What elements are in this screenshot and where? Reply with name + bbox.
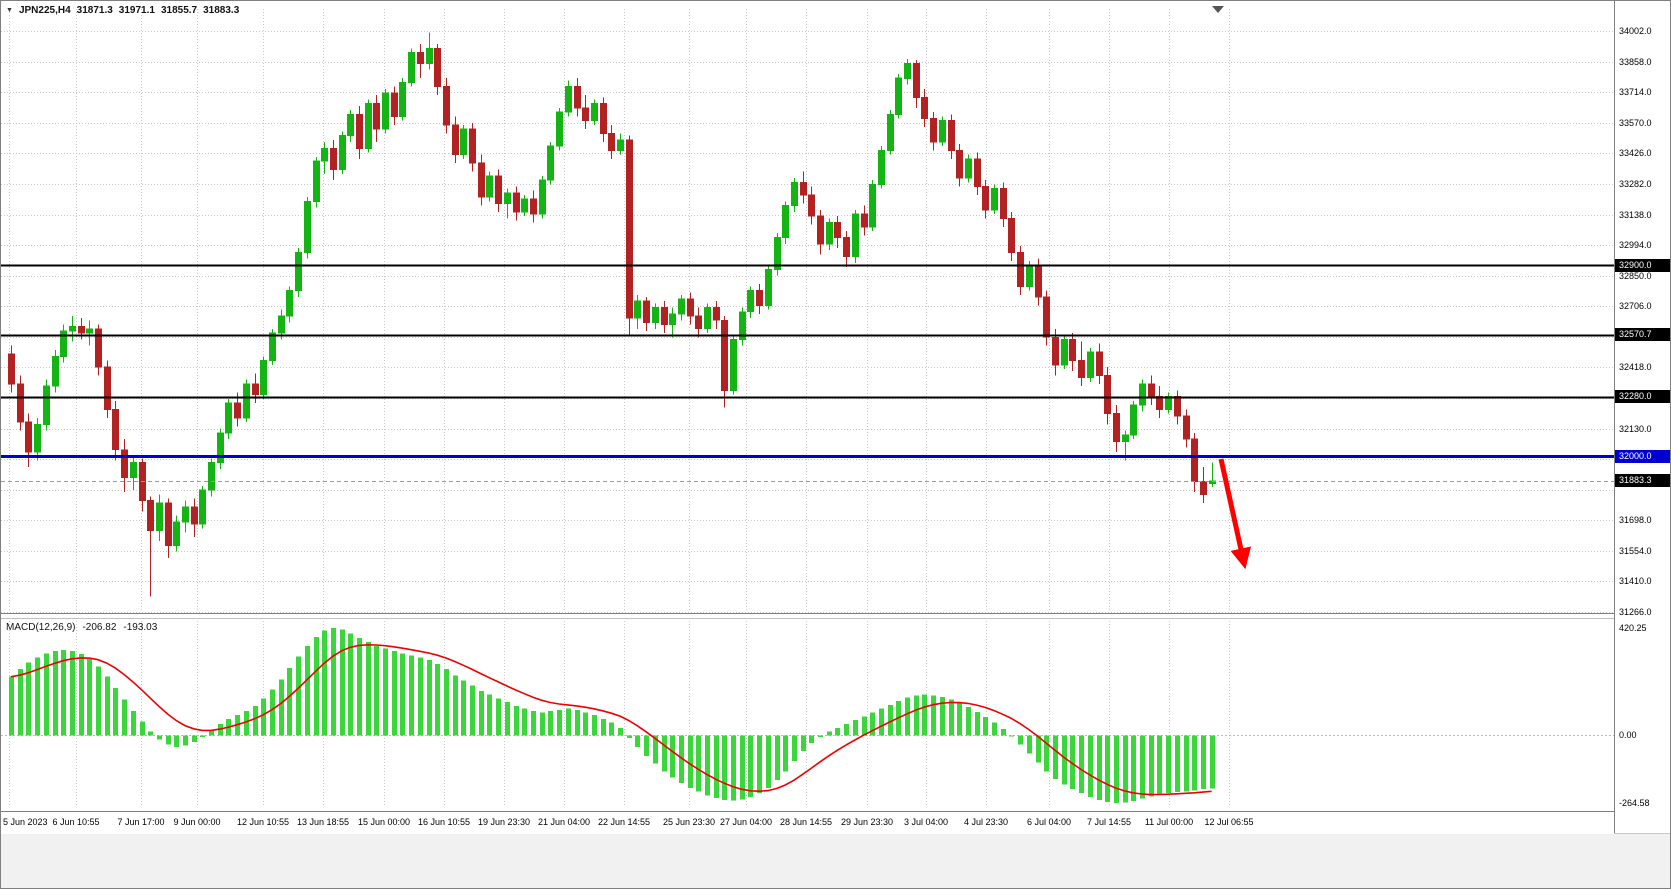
time-axis-label: 19 Jun 23:30 — [477, 817, 531, 827]
chart-shift-marker-icon[interactable] — [1212, 6, 1224, 13]
price-axis: 34002.0 33858.0 33714.0 33570.0 33426.0 33282… — [1615, 1, 1670, 833]
ohlc-low: 31855.7 — [160, 5, 198, 16]
pane-separator[interactable] — [1, 613, 1614, 619]
ohlc-close: 31883.3 — [203, 5, 240, 16]
price-axis-label: 32850.0 — [1619, 270, 1652, 281]
time-axis-label: 6 Jun 10:55 — [52, 817, 100, 827]
price-and-macd-chart-canvas[interactable] — [1, 1, 1614, 811]
time-axis-label: 28 Jun 14:55 — [779, 817, 833, 827]
macd-main-value: -206.82 — [82, 622, 117, 633]
time-axis-label: 11 Jul 00:00 — [1144, 817, 1194, 827]
support-resistance-lines[interactable] — [1, 264, 1614, 482]
price-axis-label: 32130.0 — [1619, 423, 1652, 434]
macd-histogram — [9, 628, 1215, 804]
price-axis-divider — [1614, 1, 1615, 833]
price-level-badge: 32000.0 — [1615, 450, 1670, 463]
symbol-ohlc-label: ▼ JPN225,H4 31871.3 31971.1 31855.7 3188… — [6, 5, 239, 16]
macd-indicator-label: MACD(12,26,9) -206.82 -193.03 — [6, 622, 157, 633]
candles — [8, 32, 1216, 597]
macd-signal-line — [10, 643, 1212, 796]
macd-signal-value: -193.03 — [123, 622, 158, 633]
time-axis-label: 4 Jul 23:30 — [963, 817, 1009, 827]
price-axis-label: 33570.0 — [1619, 117, 1652, 128]
price-level-badge: 32280.0 — [1615, 390, 1670, 403]
price-axis-label: 31554.0 — [1619, 545, 1652, 556]
time-axis-label: 3 Jul 04:00 — [903, 817, 949, 827]
price-level-badge: 31883.3 — [1615, 474, 1670, 487]
price-level-badge: 32900.0 — [1615, 259, 1670, 272]
symbol-name: JPN225,H4 — [18, 5, 71, 16]
price-axis-label: 31266.0 — [1619, 607, 1652, 617]
time-axis-label: 16 Jun 10:55 — [417, 817, 471, 827]
time-axis: 5 Jun 2023 6 Jun 10:55 7 Jun 17:00 9 Jun 00… — [1, 811, 1614, 834]
price-axis-label: 34002.0 — [1619, 26, 1652, 37]
macd-axis-label: 420.25 — [1619, 623, 1647, 634]
macd-axis-label: 0.00 — [1619, 730, 1637, 741]
price-axis-label: 32418.0 — [1619, 362, 1652, 373]
price-axis-label: 33426.0 — [1619, 148, 1652, 159]
grid-lines — [1, 9, 1614, 807]
price-axis-label: 31410.0 — [1619, 576, 1652, 587]
ohlc-high: 31971.1 — [118, 5, 155, 16]
price-axis-label: 32706.0 — [1619, 301, 1652, 312]
price-level-badge: 32570.7 — [1615, 328, 1670, 341]
bottom-strip — [1, 833, 1670, 888]
time-axis-label: 7 Jun 17:00 — [117, 817, 165, 827]
time-axis-label: 12 Jun 10:55 — [236, 817, 290, 827]
time-axis-label: 6 Jul 04:00 — [1026, 817, 1072, 827]
time-axis-label: 9 Jun 00:00 — [173, 817, 221, 827]
time-axis-label: 15 Jun 00:00 — [357, 817, 411, 827]
time-axis-label: 5 Jun 2023 — [3, 817, 48, 827]
time-axis-label: 27 Jun 04:00 — [719, 817, 773, 827]
dropdown-triangle-icon[interactable]: ▼ — [6, 7, 13, 14]
time-axis-label: 13 Jun 18:55 — [296, 817, 350, 827]
time-axis-label: 12 Jul 06:55 — [1204, 817, 1254, 827]
price-axis-label: 33282.0 — [1619, 178, 1652, 189]
price-axis-label: 33858.0 — [1619, 56, 1652, 67]
time-axis-label: 21 Jun 04:00 — [537, 817, 591, 827]
price-axis-label: 33138.0 — [1619, 209, 1652, 220]
time-axis-label: 7 Jul 14:55 — [1086, 817, 1132, 827]
macd-name: MACD(12,26,9) — [6, 622, 76, 633]
ohlc-open: 31871.3 — [76, 5, 113, 16]
time-axis-label: 22 Jun 14:55 — [597, 817, 651, 827]
price-axis-label: 33714.0 — [1619, 87, 1652, 98]
price-axis-label: 31698.0 — [1619, 515, 1652, 526]
time-axis-label: 29 Jun 23:30 — [840, 817, 894, 827]
time-axis-label: 25 Jun 23:30 — [662, 817, 716, 827]
macd-axis-label: -264.58 — [1619, 798, 1650, 809]
price-axis-label: 32994.0 — [1619, 240, 1652, 251]
trend-arrow[interactable] — [1218, 458, 1252, 570]
